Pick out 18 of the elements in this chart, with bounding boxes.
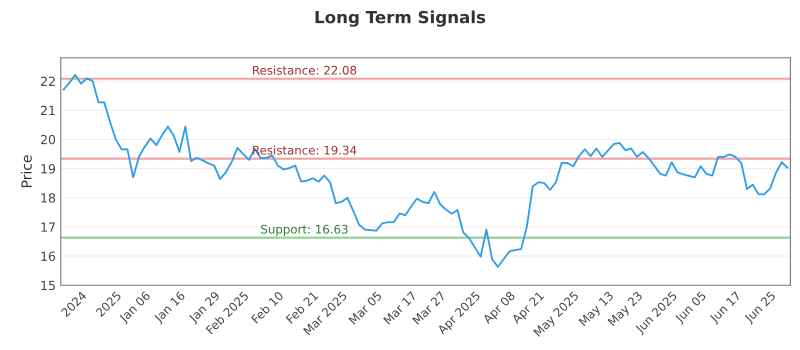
y-tick-label: 16 (41, 252, 56, 262)
y-tick-label: 22 (40, 76, 55, 86)
y-tick-label: 17 (41, 222, 55, 232)
y-tick-label: 21 (40, 106, 55, 115)
ref-line-label: Resistance: 22.08 (253, 66, 356, 75)
x-tick-label: Feb 10 (250, 290, 284, 324)
y-tick-label: 19 (41, 164, 56, 174)
y-axis-title: Price (21, 155, 32, 188)
y-tick-label: 15 (41, 280, 55, 290)
x-tick-label: Jun 25 (744, 290, 778, 325)
line-series (62, 74, 788, 268)
ref-line-label: Support: 16.63 (261, 224, 348, 236)
x-tick-label: Jun 17 (708, 291, 743, 325)
x-tick-label: Jan 16 (153, 290, 187, 325)
chart-title: Long Term Signals (316, 10, 486, 27)
y-tick-label: 18 (41, 193, 56, 203)
y-tick-label: 20 (40, 134, 56, 144)
x-tick-label: Mar 05 (348, 290, 382, 325)
